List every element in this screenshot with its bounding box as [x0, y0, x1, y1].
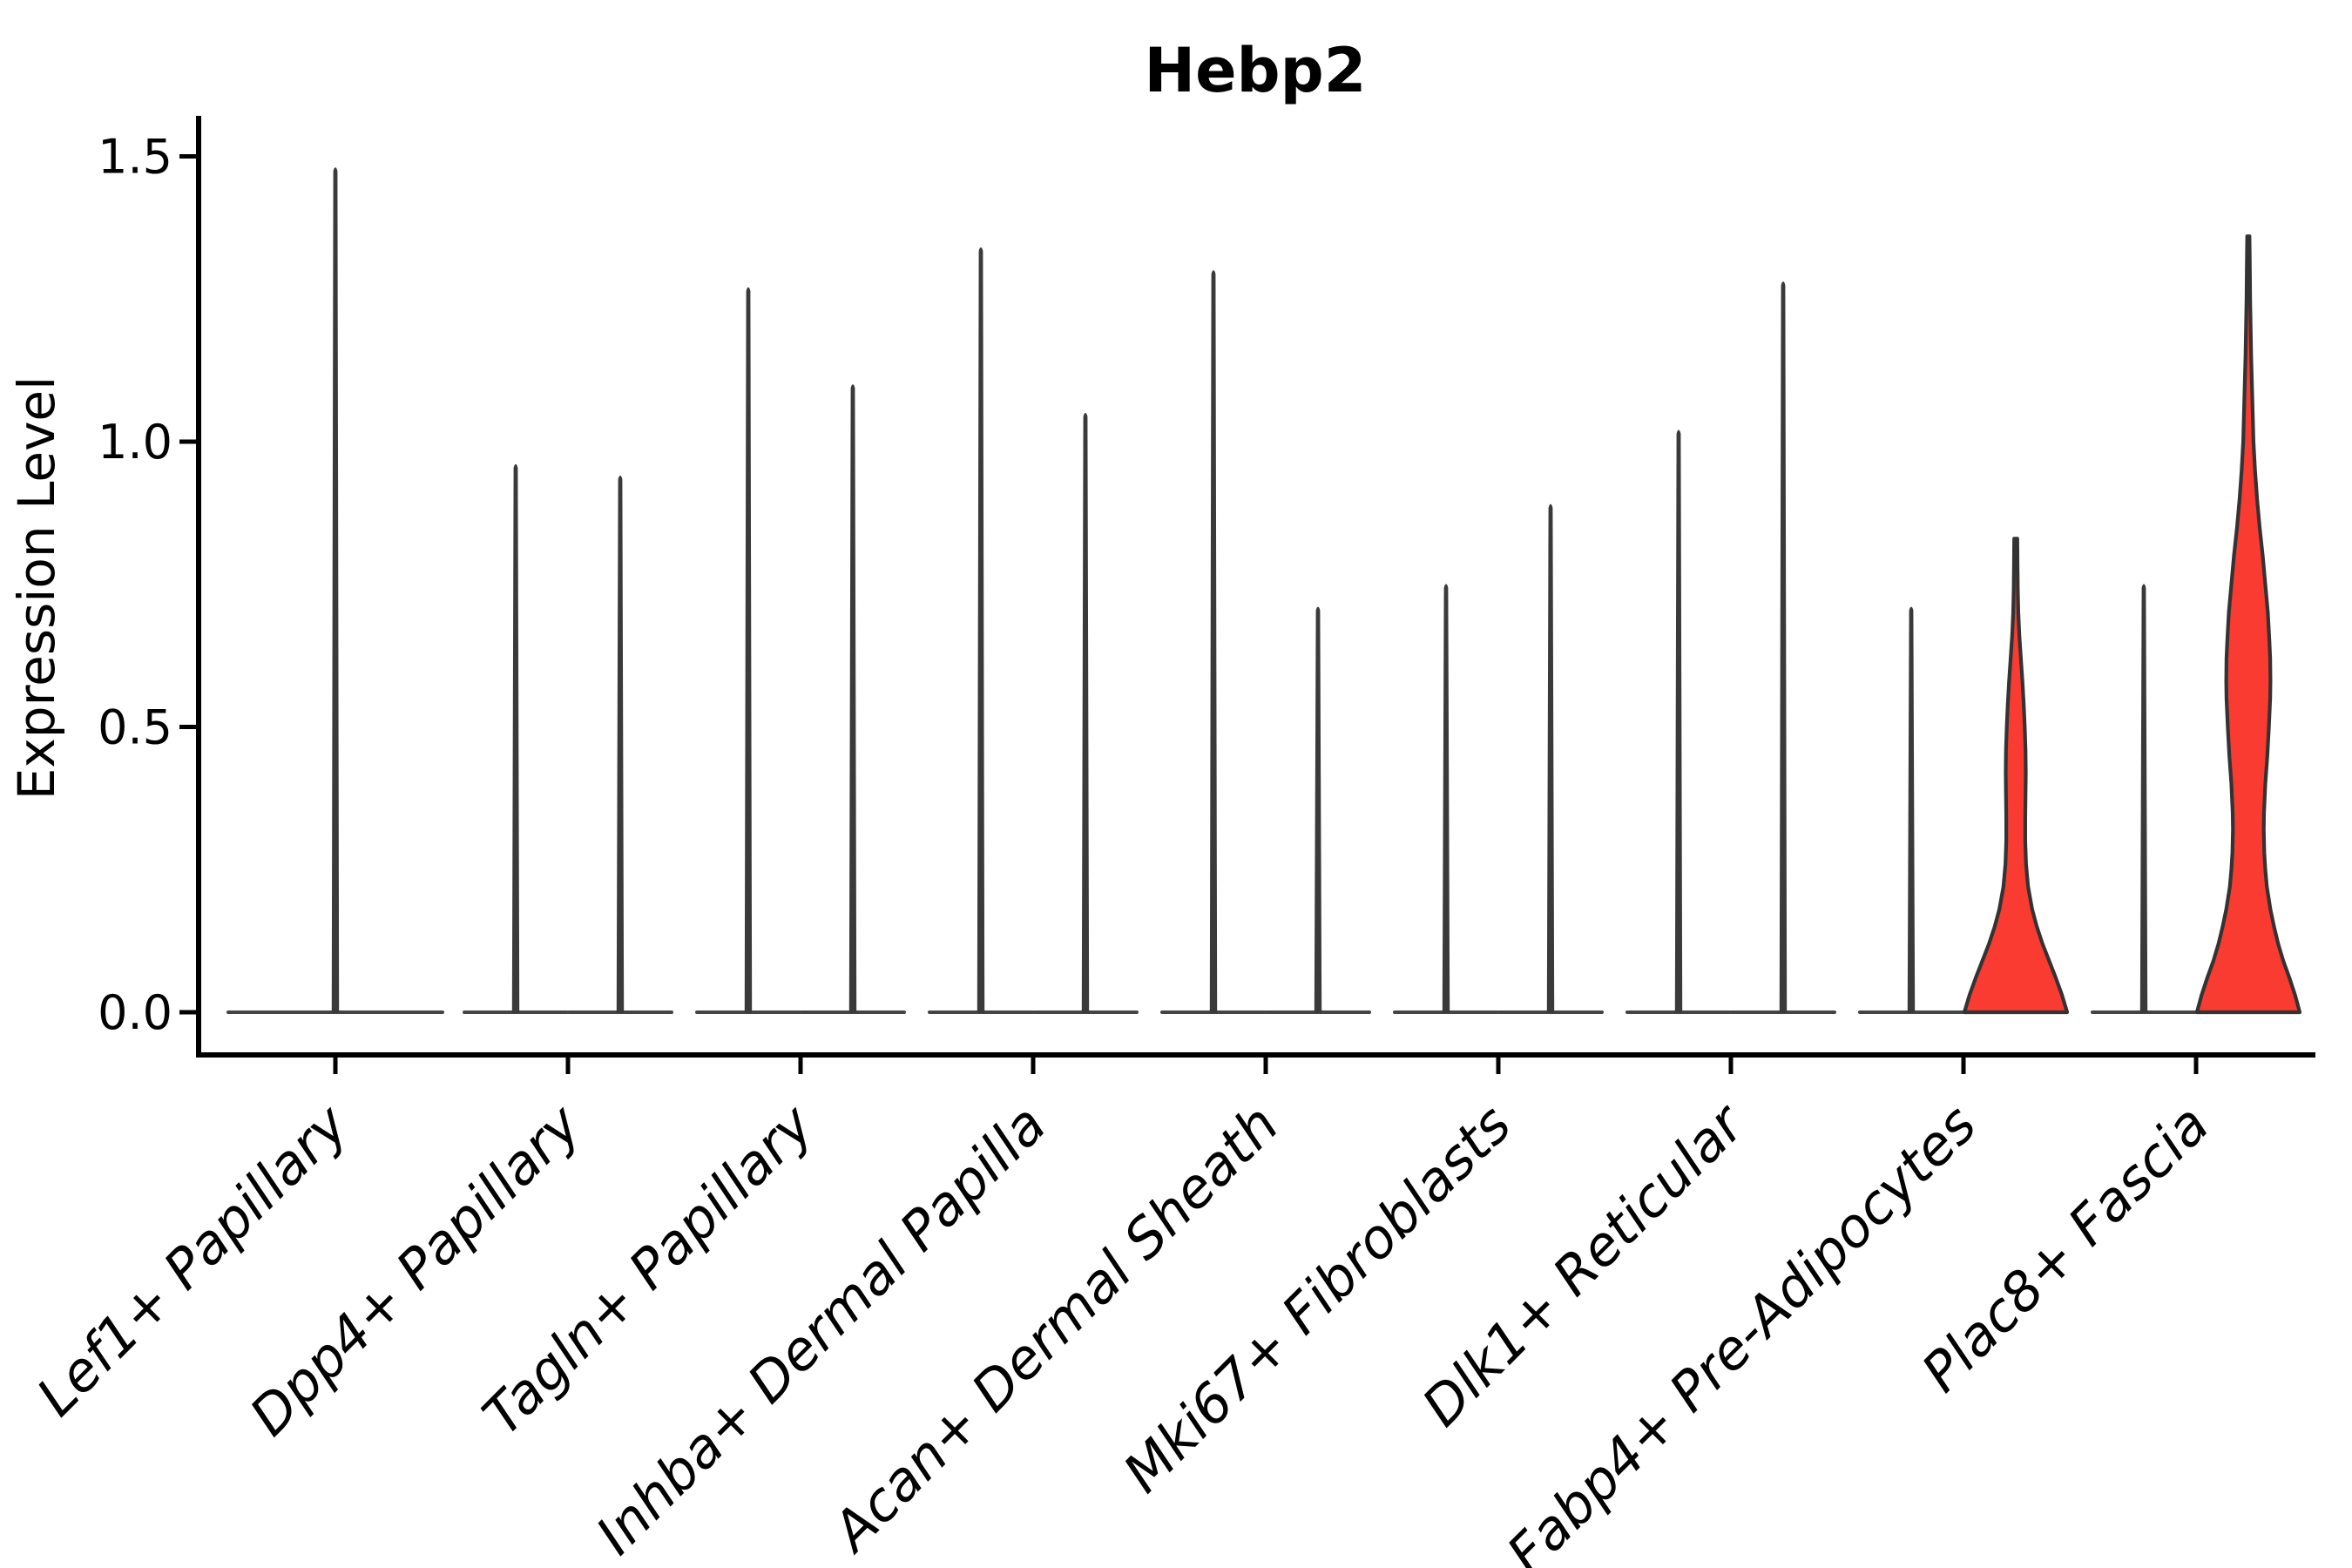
y-tick-label: 1.0 [98, 415, 172, 470]
y-tick-label: 0.0 [98, 985, 172, 1040]
violin-spike [1546, 504, 1555, 1013]
violin-spike [511, 463, 520, 1013]
y-tick-label: 0.5 [98, 700, 172, 755]
x-tick-label: Inhba+ Dermal Papilla [584, 1092, 1058, 1566]
violin-spike [744, 287, 753, 1013]
violin-spike [977, 247, 985, 1013]
violin-spike [616, 476, 625, 1013]
violin-density [1962, 537, 2070, 1015]
violins-layer [226, 167, 2302, 1015]
y-axis-label: Expression Level [7, 376, 66, 800]
x-tick-label: Mki67+ Fibroblasts [1111, 1092, 1523, 1504]
violin-spike [331, 167, 340, 1013]
y-tick-label: 1.5 [98, 130, 172, 185]
x-tick-label: Acan+ Dermal Sheath [818, 1092, 1291, 1565]
violin-spike [1442, 584, 1450, 1013]
x-tick-label: Fabp4+ Pre-Adipocytes [1495, 1092, 1989, 1568]
violin-spike [1779, 281, 1788, 1013]
violin-density [2194, 234, 2302, 1015]
violin-spike [1907, 606, 1916, 1013]
violin-spike [2139, 584, 2148, 1013]
violin-spike [1674, 429, 1683, 1013]
violin-spike [1314, 606, 1322, 1013]
violin-spike [1209, 270, 1218, 1013]
violin-spike [1081, 412, 1090, 1013]
chart-title: Hebp2 [1145, 35, 1367, 106]
violin-spike [848, 384, 857, 1013]
